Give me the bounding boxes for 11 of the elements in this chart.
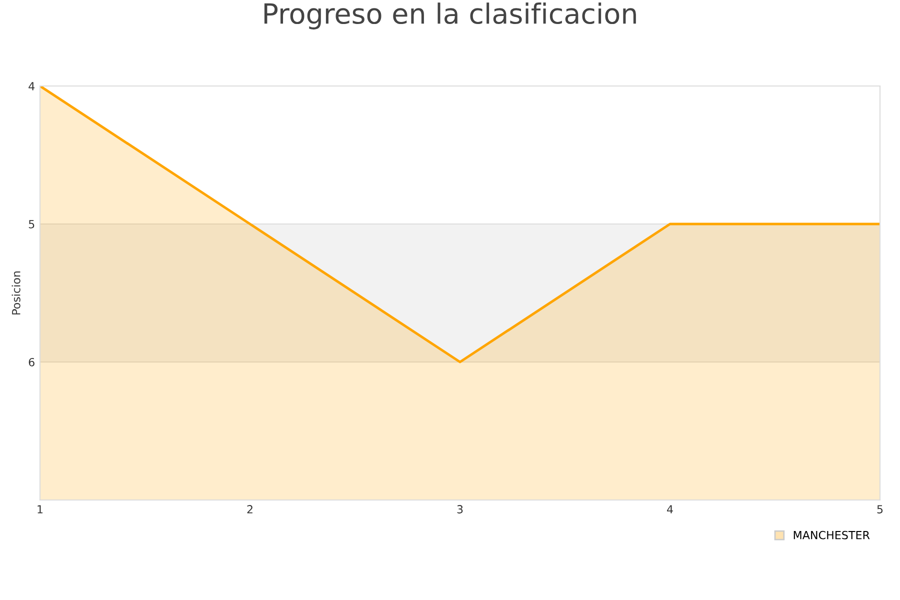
y-tick-label: 5 [28, 220, 34, 228]
x-tick-label: 5 [877, 505, 883, 514]
y-tick-label: 4 [28, 82, 35, 90]
y-axis-title: Posicion [12, 271, 20, 314]
chart-title: Progreso en la clasificacion [264, 2, 636, 30]
y-tick-label: 6 [28, 358, 34, 366]
x-tick-label: 2 [247, 505, 252, 514]
legend-label: MANCHESTER [794, 530, 870, 540]
x-tick-label: 4 [667, 505, 673, 514]
x-tick-label: 1 [38, 505, 43, 514]
x-tick-label: 3 [457, 505, 463, 514]
